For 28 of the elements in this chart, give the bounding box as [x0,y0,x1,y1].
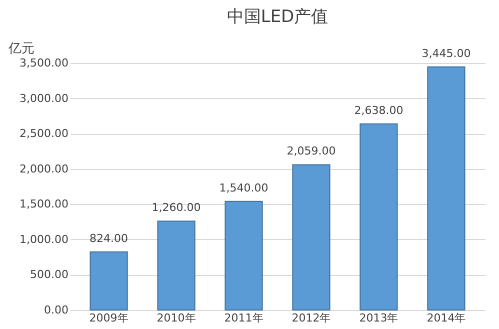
y-axis-title: 亿元 [8,42,34,56]
y-tick-label: 3,000.00 [20,92,68,105]
y-tick-label: 1,000.00 [20,232,68,246]
bar [427,66,466,310]
data-label: 3,445.00 [422,46,471,60]
chart-title: 中国LED产值 [226,7,328,27]
bar [224,200,263,310]
x-tick-label: 2013年 [359,312,398,324]
y-tick-label: 3,500.00 [20,56,68,70]
data-label: 2,638.00 [354,104,404,117]
x-tick-label: 2009年 [89,312,128,324]
x-tick-label: 2014年 [426,312,466,324]
y-tick-label: 500.00 [30,268,68,282]
bar [360,123,398,310]
bar [90,251,128,310]
x-tick-label: 2012年 [292,312,331,324]
x-tick-label: 2010年 [156,312,196,324]
data-label: 824.00 [90,232,128,245]
y-tick-label: 1,500.00 [20,198,68,211]
x-tick-label: 2011年 [224,312,264,324]
bar [292,164,330,310]
y-tick-label: 0.00 [44,304,68,316]
data-label: 2,059.00 [286,144,336,158]
y-tick-label: 2,000.00 [20,162,68,176]
data-label: 1,260.00 [152,201,201,214]
data-label: 1,540.00 [219,181,268,194]
y-tick-label: 2,500.00 [20,127,68,140]
bar [157,220,196,310]
